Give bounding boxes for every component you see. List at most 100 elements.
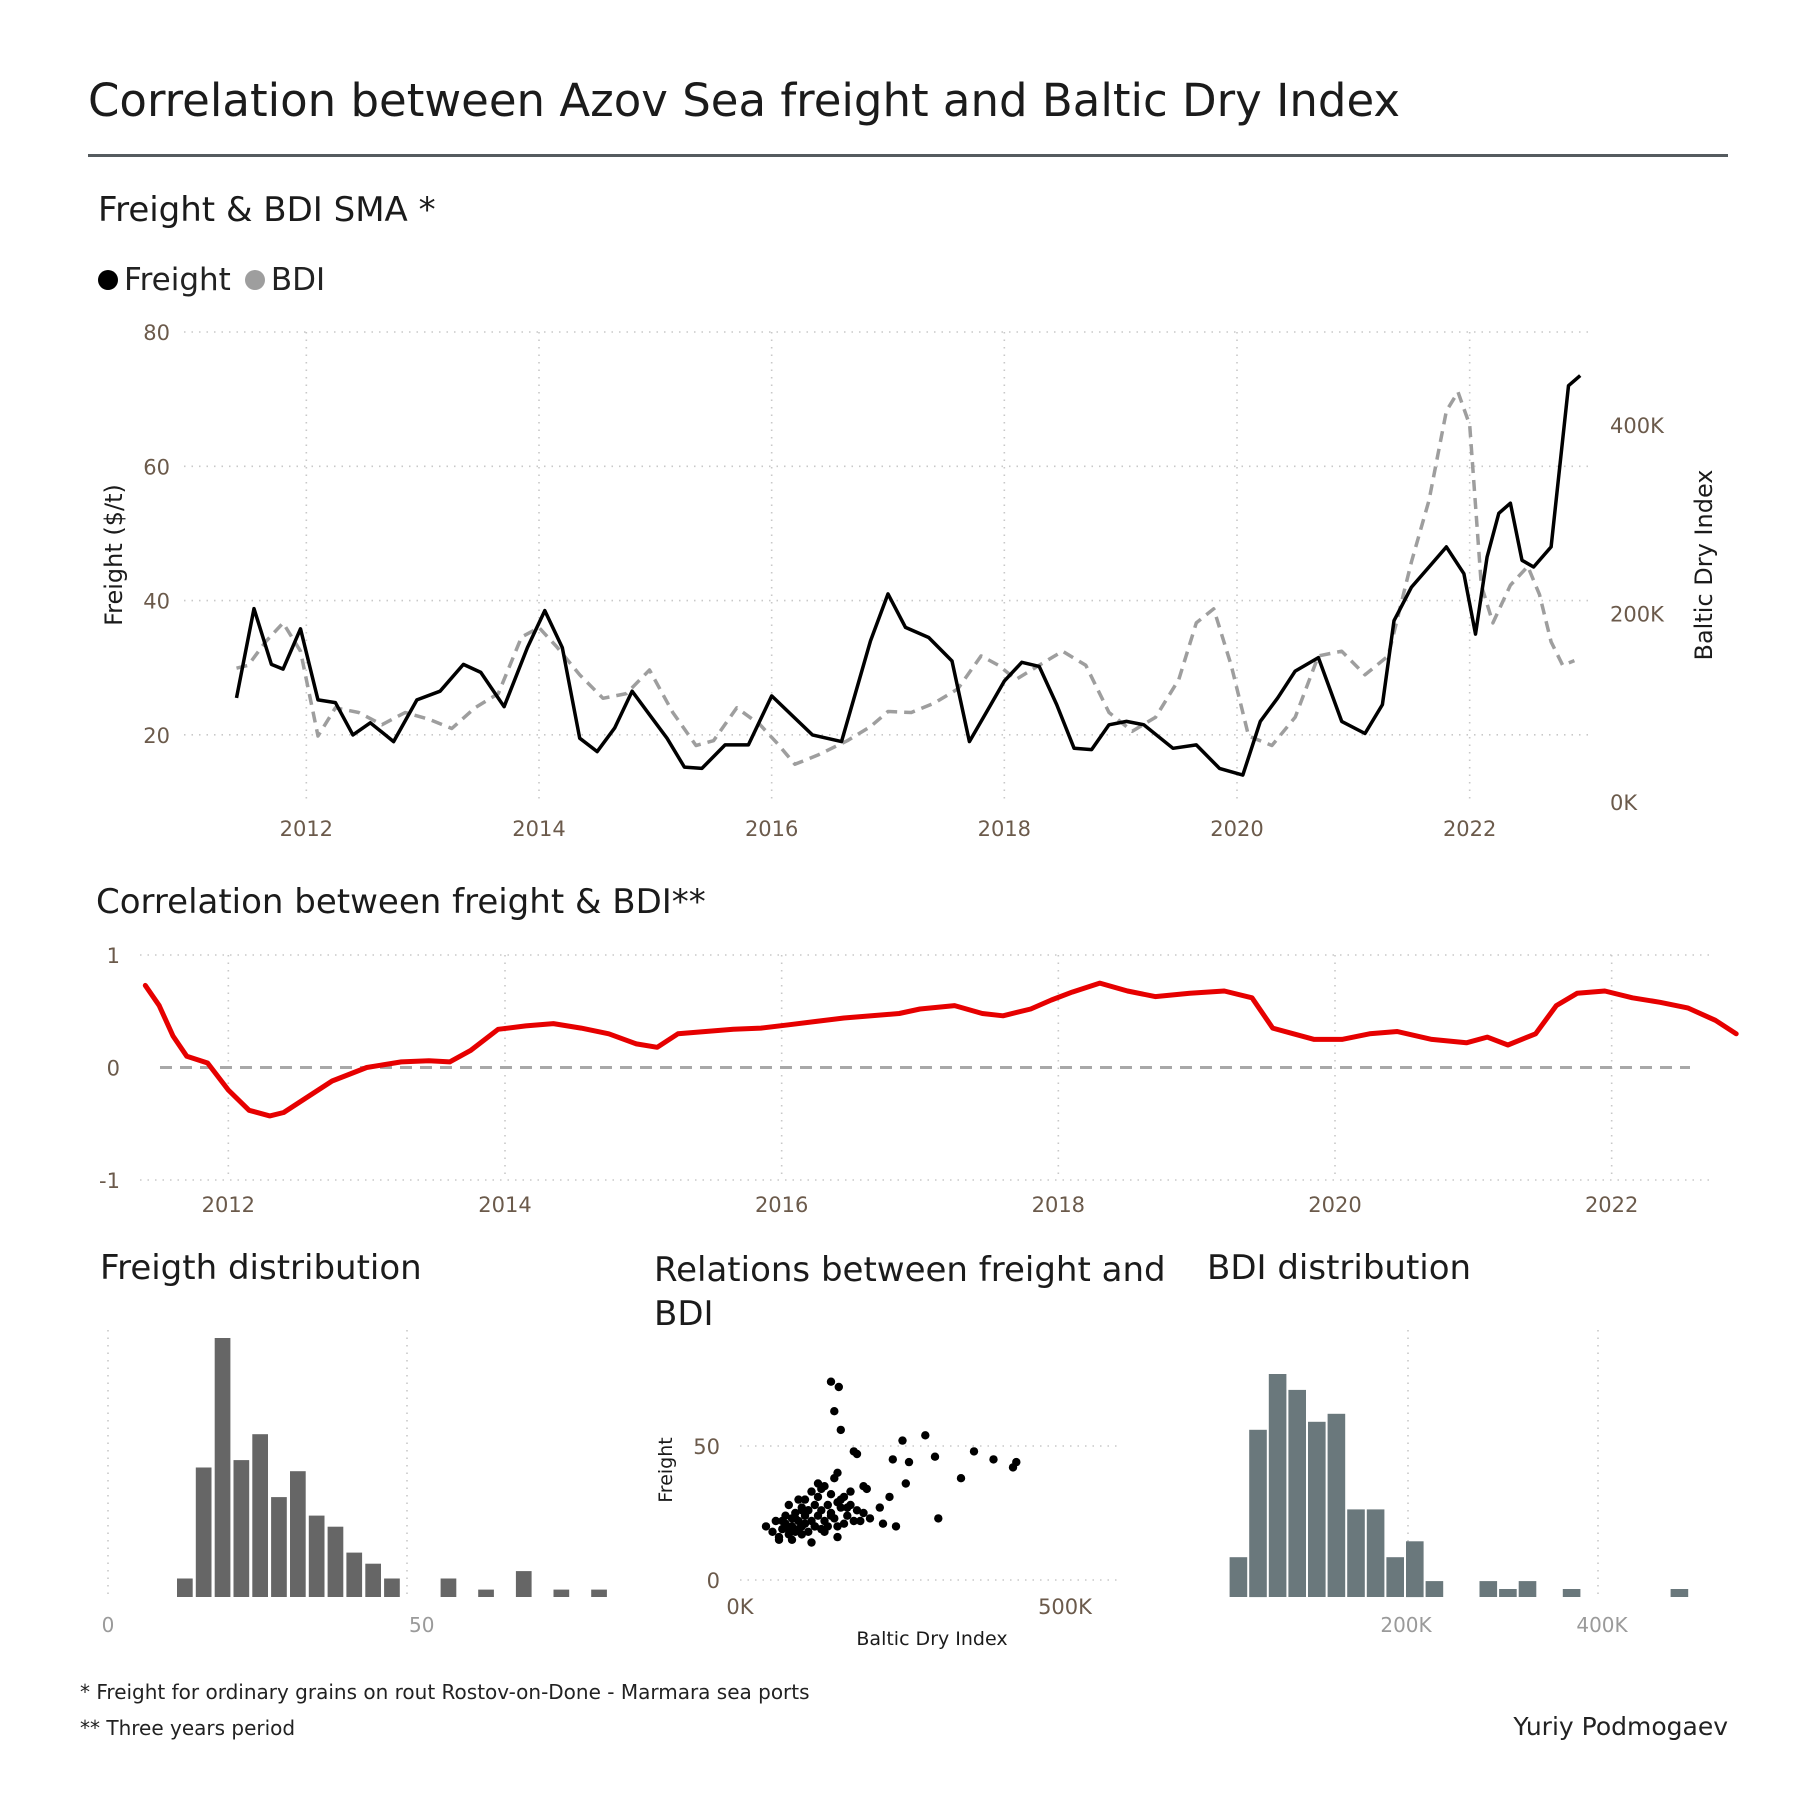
relations-scatter-point bbox=[823, 1500, 832, 1510]
relations-scatter-point bbox=[771, 1516, 780, 1526]
bdi-series-line bbox=[236, 390, 1576, 767]
relations-scatter-point bbox=[833, 1522, 842, 1531]
relations-scatter-point bbox=[807, 1487, 816, 1496]
relations-scatter-point bbox=[797, 1506, 806, 1515]
relations-scatter-point bbox=[833, 1468, 842, 1478]
relations-scatter-point bbox=[833, 1532, 842, 1542]
bdi-hist-bar bbox=[1406, 1541, 1424, 1598]
sma-x-tick-label: 2020 bbox=[1210, 817, 1263, 841]
bdi-distribution-title: BDI distribution bbox=[1207, 1248, 1472, 1288]
sma-x-tick-label: 2014 bbox=[512, 817, 565, 841]
sma-y-axis-title: Freight ($/t) bbox=[100, 484, 128, 626]
relations-scatter-point bbox=[1012, 1457, 1021, 1467]
sma-y2-tick-label: 0K bbox=[1610, 791, 1638, 815]
relations-scatter-point bbox=[901, 1479, 910, 1488]
relations-scatter-point bbox=[856, 1516, 865, 1526]
relations-scatter-point bbox=[969, 1447, 979, 1456]
freight-hist-bar bbox=[290, 1471, 306, 1597]
fd-x-tick-label: 0 bbox=[102, 1613, 115, 1637]
sma-y-tick-label: 60 bbox=[143, 455, 170, 479]
relations-scatter-point bbox=[989, 1455, 998, 1464]
sma-x-tick-label: 2018 bbox=[978, 817, 1031, 841]
bd-x-tick-label: 400K bbox=[1576, 1613, 1628, 1637]
relations-scatter-point bbox=[826, 1490, 836, 1499]
freight-distribution-chart: 0 50 bbox=[102, 1330, 607, 1637]
relations-scatter-point bbox=[804, 1527, 813, 1537]
sma-legend: Freight BDI bbox=[98, 262, 339, 298]
sma-x-tick-label: 2016 bbox=[745, 817, 798, 841]
bdi-hist-bar bbox=[1518, 1581, 1537, 1597]
relations-scatter-point bbox=[934, 1514, 943, 1523]
bdi-hist-bar bbox=[1366, 1509, 1385, 1597]
legend-item-freight[interactable]: Freight bbox=[98, 262, 231, 298]
relations-scatter-point bbox=[787, 1535, 797, 1545]
corr-y-tick-label: 0 bbox=[107, 1057, 120, 1081]
relations-scatter-point bbox=[784, 1500, 793, 1510]
sma-chart-title: Freight & BDI SMA * bbox=[98, 190, 436, 230]
corr-x-tick-label: 2022 bbox=[1585, 1193, 1638, 1217]
relations-scatter-point bbox=[956, 1474, 966, 1483]
corr-y-tick-label: 1 bbox=[107, 944, 120, 968]
bdi-hist-bar bbox=[1425, 1581, 1444, 1597]
relations-scatter-point bbox=[813, 1492, 823, 1502]
freight-hist-bar bbox=[515, 1571, 532, 1597]
corr-x-tick-label: 2018 bbox=[1032, 1193, 1085, 1217]
relations-chart-title: Relations between freight and BDI bbox=[654, 1250, 1166, 1334]
fd-x-tick-label: 50 bbox=[409, 1613, 434, 1637]
bdi-hist-bar bbox=[1386, 1557, 1404, 1597]
freight-series-line bbox=[234, 374, 1582, 777]
footnote-period: ** Three years period bbox=[80, 1716, 296, 1740]
relations-scatter-point bbox=[852, 1449, 862, 1459]
relations-x-axis-title: Baltic Dry Index bbox=[856, 1628, 1007, 1650]
freight-hist-bar bbox=[440, 1578, 457, 1597]
relations-scatter-point bbox=[817, 1506, 826, 1515]
bdi-hist-bar bbox=[1670, 1589, 1689, 1597]
relations-scatter-point bbox=[807, 1538, 816, 1547]
bd-x-tick-label: 200K bbox=[1380, 1613, 1432, 1637]
legend-dot-freight bbox=[98, 270, 118, 290]
legend-label-bdi: BDI bbox=[270, 262, 326, 298]
relations-scatter-point bbox=[865, 1514, 875, 1523]
bdi-hist-bar bbox=[1499, 1589, 1517, 1597]
sma-y-tick-label: 80 bbox=[143, 321, 170, 345]
relations-scatter-point bbox=[804, 1506, 813, 1515]
relations-scatter-point bbox=[846, 1487, 855, 1496]
bdi-hist-bar bbox=[1327, 1413, 1346, 1597]
relations-y-axis-title: Freight bbox=[655, 1437, 677, 1502]
sma-y2-tick-label: 200K bbox=[1610, 603, 1665, 627]
author-credit: Yuriy Podmogaev bbox=[1513, 1712, 1728, 1741]
relations-scatter-point bbox=[826, 1511, 836, 1520]
correlation-chart: -1 0 1 2012 2014 2016 2018 2020 2022 bbox=[99, 944, 1739, 1217]
relations-scatter-point bbox=[820, 1527, 829, 1537]
relations-scatter-point bbox=[761, 1522, 771, 1531]
relations-scatter-point bbox=[921, 1431, 930, 1440]
bdi-distribution-chart: 200K 400K bbox=[1229, 1330, 1689, 1637]
sma-x-tick-label: 2012 bbox=[280, 817, 333, 841]
bdi-hist-bar bbox=[1308, 1421, 1326, 1597]
footnote-freight: * Freight for ordinary grains on rout Ro… bbox=[80, 1680, 810, 1704]
relations-scatter-point bbox=[836, 1425, 845, 1435]
corr-y-tick-label: -1 bbox=[99, 1169, 120, 1193]
bdi-hist-bar bbox=[1268, 1374, 1287, 1597]
relations-scatter-point bbox=[800, 1519, 810, 1528]
corr-x-tick-label: 2014 bbox=[478, 1193, 531, 1217]
relations-scatter-point bbox=[839, 1519, 849, 1528]
relations-scatter-point bbox=[904, 1457, 914, 1467]
relations-scatter-point bbox=[830, 1407, 839, 1416]
freight-hist-bar bbox=[308, 1515, 325, 1597]
freight-hist-bar bbox=[365, 1563, 381, 1597]
freight-hist-bar bbox=[346, 1552, 363, 1597]
legend-item-bdi[interactable]: BDI bbox=[244, 262, 326, 298]
relations-scatter-point bbox=[888, 1455, 897, 1464]
relations-scatter-point bbox=[826, 1377, 836, 1386]
relations-scatter-point bbox=[791, 1514, 800, 1523]
relations-scatter-point bbox=[891, 1522, 901, 1531]
relations-scatter-point bbox=[898, 1436, 907, 1445]
main-title: Correlation between Azov Sea freight and… bbox=[88, 74, 1400, 127]
relations-scatter-point bbox=[836, 1503, 845, 1512]
correlation-series-line bbox=[142, 980, 1739, 1119]
freight-hist-bar bbox=[177, 1578, 193, 1597]
relations-scatter-point bbox=[810, 1500, 819, 1510]
